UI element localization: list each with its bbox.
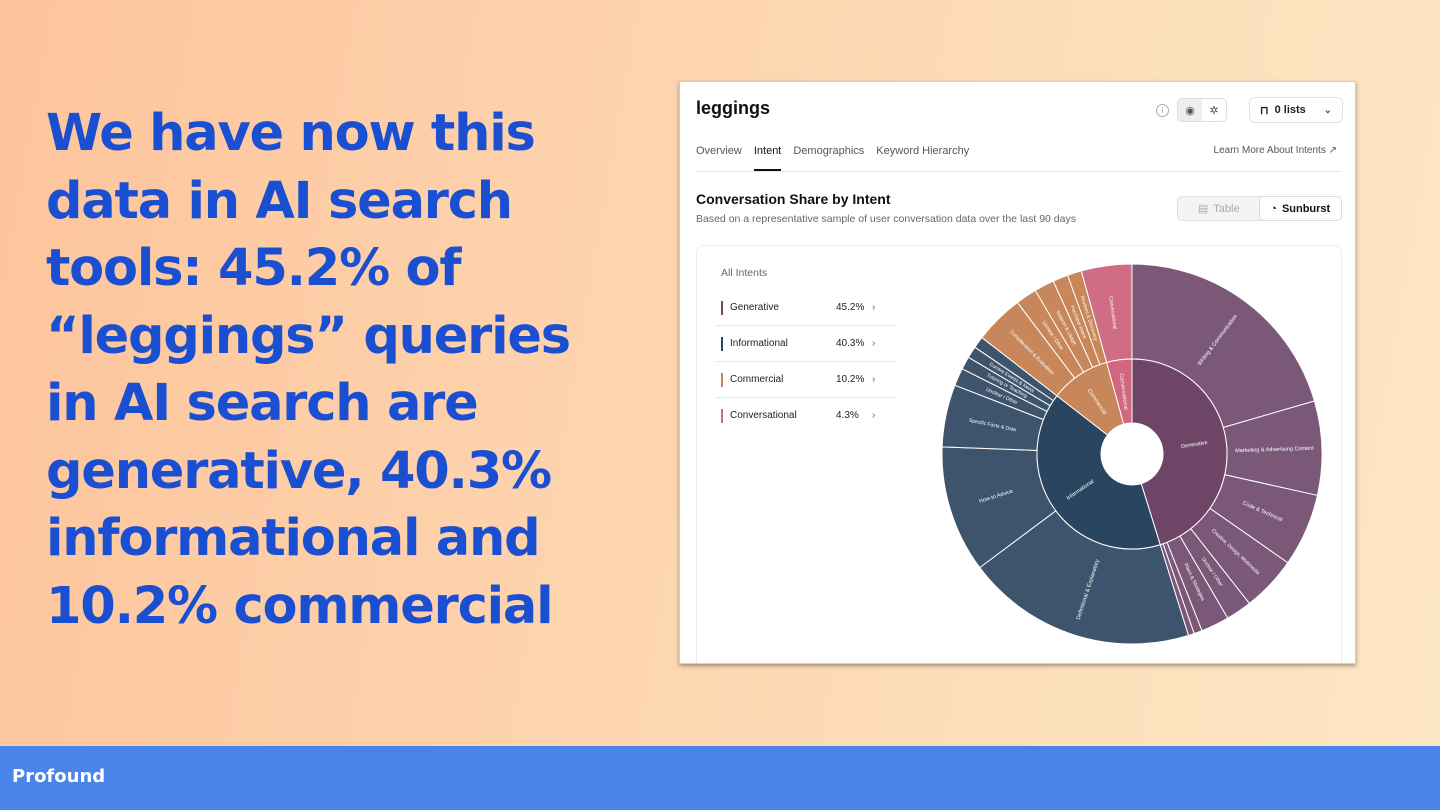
sunburst-inner-label: Conversational xyxy=(1118,373,1129,410)
intent-dashboard-card: leggings i ◉ ✲ ⊓ 0 lists ⌄ Overview Inte… xyxy=(679,81,1356,664)
learn-more-link[interactable]: Learn More About Intents ↗ xyxy=(1214,145,1337,156)
section-subtitle: Based on a representative sample of user… xyxy=(696,213,1076,225)
legend-item-commercial[interactable]: Commercial 10.2% › xyxy=(715,362,895,398)
settings-icon[interactable]: ✲ xyxy=(1209,104,1219,117)
legend-item-name: Informational xyxy=(730,338,788,349)
intent-legend: Generative 45.2% › Informational 40.3% ›… xyxy=(715,290,895,433)
tab-bar: Overview Intent Demographics Keyword Hie… xyxy=(696,145,981,171)
tab-overview[interactable]: Overview xyxy=(696,145,742,157)
sunburst-inner-segment-generative[interactable] xyxy=(1131,358,1228,546)
table-label: Table xyxy=(1213,202,1240,215)
chevron-down-icon: ⌄ xyxy=(1323,104,1332,116)
legend-item-name: Conversational xyxy=(730,410,797,421)
page-title: leggings xyxy=(696,98,771,118)
headline: We have now this data in AI search tools… xyxy=(46,104,571,636)
legend-color-bar xyxy=(721,336,723,351)
chevron-right-icon: › xyxy=(872,338,876,349)
info-icon[interactable]: i xyxy=(1156,103,1169,117)
legend-item-pct: 40.3% xyxy=(836,338,865,349)
chevron-right-icon: › xyxy=(872,410,876,421)
external-link-icon: ↗ xyxy=(1328,145,1337,156)
tab-divider xyxy=(696,171,1341,172)
section-title: Conversation Share by Intent xyxy=(696,191,891,207)
sunburst-outer-label: Conversational xyxy=(1107,296,1117,330)
table-icon: ▤ xyxy=(1197,203,1209,215)
legend-item-pct: 4.3% xyxy=(836,410,859,421)
legend-color-bar xyxy=(721,408,723,423)
legend-item-name: Generative xyxy=(730,302,779,313)
sunburst-label: Sunburst xyxy=(1281,202,1331,215)
sunburst-outer-label: Marketing & Advertising Content xyxy=(1235,446,1314,454)
legend-item-name: Commercial xyxy=(730,374,784,385)
toolbar: i ◉ ✲ ⊓ 0 lists ⌄ xyxy=(1156,97,1343,123)
chart-panel xyxy=(696,245,1342,663)
view-mode-toggle: ◉ ✲ xyxy=(1177,98,1227,122)
legend-item-pct: 10.2% xyxy=(836,374,865,385)
table-option[interactable]: ▤ Table xyxy=(1178,197,1260,220)
legend-item-conversational[interactable]: Conversational 4.3% › xyxy=(715,398,895,433)
chevron-right-icon: › xyxy=(872,302,876,313)
focus-icon[interactable]: ◉ xyxy=(1178,99,1202,121)
brand-logo-text: Profound xyxy=(12,766,106,787)
bookmark-icon: ⊓ xyxy=(1260,104,1269,117)
pie-chart-icon: ◔ xyxy=(1270,202,1277,215)
table-sunburst-toggle: ▤ Table ◔ Sunburst xyxy=(1177,196,1342,221)
legend-item-pct: 45.2% xyxy=(836,302,865,313)
tab-intent[interactable]: Intent xyxy=(753,145,782,171)
tab-demographics[interactable]: Demographics xyxy=(793,145,865,157)
sunburst-inner-segment-conversational[interactable] xyxy=(1106,358,1133,425)
legend-item-generative[interactable]: Generative 45.2% › xyxy=(715,290,895,326)
lists-dropdown[interactable]: ⊓ 0 lists ⌄ xyxy=(1249,97,1343,123)
chevron-right-icon: › xyxy=(872,374,876,385)
sunburst-inner-segment-informational[interactable] xyxy=(1036,395,1161,550)
sunburst-inner-label: Generative xyxy=(1181,440,1209,450)
legend-header: All Intents xyxy=(721,267,768,279)
legend-item-informational[interactable]: Informational 40.3% › xyxy=(715,326,895,362)
tab-keyword-hierarchy[interactable]: Keyword Hierarchy xyxy=(876,145,970,157)
footer-bar: Profound xyxy=(0,746,1440,810)
lists-label: 0 lists xyxy=(1274,104,1306,116)
legend-color-bar xyxy=(721,300,723,315)
learn-more-label: Learn More About Intents xyxy=(1213,145,1326,156)
legend-color-bar xyxy=(721,372,723,387)
sunburst-option[interactable]: ◔ Sunburst xyxy=(1259,197,1341,220)
